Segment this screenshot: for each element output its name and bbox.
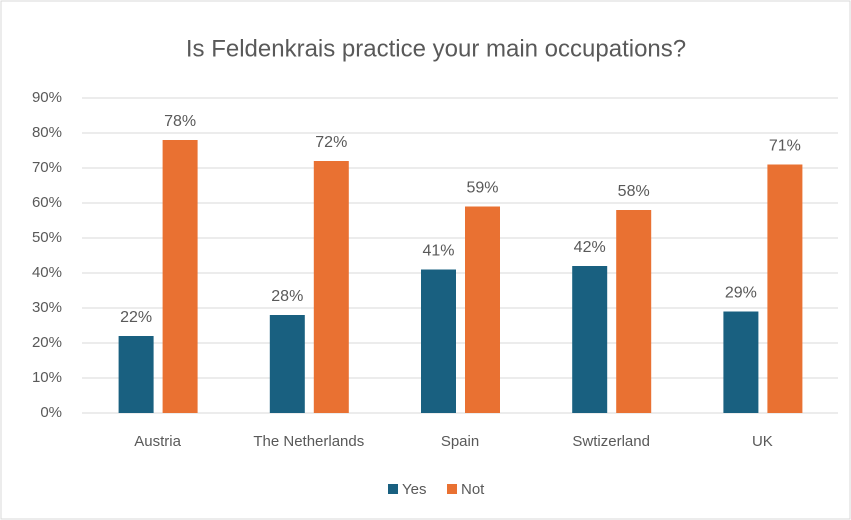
data-label: 78% (164, 113, 196, 130)
x-tick-label: Swtizerland (572, 433, 650, 450)
y-tick-label: 70% (32, 159, 62, 176)
chart-title: Is Feldenkrais practice your main occupa… (186, 35, 686, 62)
y-tick-label: 0% (40, 404, 62, 421)
bar (465, 206, 500, 413)
data-label: 22% (120, 309, 152, 326)
data-label: 28% (271, 288, 303, 305)
y-tick-label: 20% (32, 334, 62, 351)
bar (162, 140, 198, 413)
x-tick-label: Austria (134, 433, 181, 450)
y-tick-label: 60% (32, 194, 62, 211)
y-tick-label: 40% (32, 264, 62, 281)
data-label: 58% (618, 183, 650, 200)
data-label: 42% (574, 239, 606, 256)
legend-label: Yes (402, 481, 426, 498)
legend-swatch (447, 484, 457, 494)
y-tick-label: 80% (32, 124, 62, 141)
bar (723, 311, 759, 413)
bar (269, 315, 305, 413)
y-tick-label: 30% (32, 299, 62, 316)
data-label: 72% (315, 134, 347, 151)
bar (313, 161, 349, 413)
bar (118, 336, 154, 413)
data-label: 41% (422, 243, 454, 260)
x-tick-label: Spain (441, 433, 479, 450)
data-label: 29% (725, 285, 757, 302)
legend-swatch (388, 484, 398, 494)
x-tick-label: The Netherlands (253, 433, 364, 450)
legend-label: Not (461, 481, 485, 498)
bar (421, 269, 456, 413)
y-tick-label: 90% (32, 89, 62, 106)
bar (572, 266, 608, 413)
data-label: 59% (466, 180, 498, 197)
bar (616, 210, 652, 413)
y-tick-label: 50% (32, 229, 62, 246)
x-tick-label: UK (752, 433, 773, 450)
data-label: 71% (769, 138, 801, 155)
bar (767, 164, 803, 413)
y-tick-label: 10% (32, 369, 62, 386)
